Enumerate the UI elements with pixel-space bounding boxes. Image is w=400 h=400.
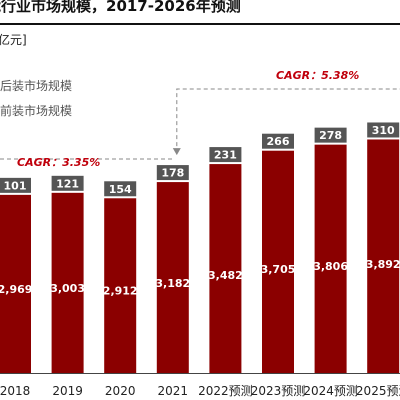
bar-value-oem: 3,892 [366,258,400,271]
bar-value-oem: 3,182 [155,277,190,290]
bar-value-oem: 3,003 [50,282,85,295]
bar-value-aftermarket: 231 [214,149,237,162]
bar-value-aftermarket: 178 [161,167,184,180]
legend: 后装市场规模 前装市场规模 [0,76,72,126]
unit-label: 亿元] [0,33,27,47]
bar-oem [104,198,137,373]
bar-oem [0,194,31,373]
x-tick-label: 2020 [105,384,136,398]
bar-value-aftermarket: 310 [372,124,395,137]
cagr-label-left: CAGR：3.35% [17,156,100,169]
x-tick-label: 2019 [52,384,83,398]
legend-label-aftermarket: 后装市场规模 [0,79,73,93]
bar-oem [51,192,84,373]
bar-aftermarket [262,133,294,149]
bar-value-oem: 3,806 [313,260,348,273]
bar-value-aftermarket: 154 [109,183,132,196]
cagr-label-right: CAGR：5.38% [276,69,359,82]
legend-item-aftermarket: 后装市场规模 [0,76,72,95]
x-tick-label: 2024预测 [303,384,358,398]
bar-value-oem: 2,969 [0,283,32,296]
cagr-arrow-icon [172,148,181,156]
cagr-bracket-right [176,88,400,154]
bar-aftermarket [51,175,84,191]
legend-item-oem: 前装市场规模 [0,101,72,120]
bar-value-aftermarket: 278 [319,129,342,142]
x-tick-label: 2021 [158,384,189,398]
x-tick-label: 2025预测 [356,384,400,398]
bar-value-oem: 3,482 [208,269,243,282]
bar-oem [209,164,242,373]
bar-oem [367,139,400,373]
bar-value-aftermarket: 101 [4,179,27,192]
chart-title: 能行业市场规模，2017-2026年预测 [0,0,241,15]
bar-aftermarket [0,177,31,193]
bar-value-aftermarket: 121 [56,177,79,190]
bar-aftermarket [156,165,189,181]
x-tick-label: 2022预测 [198,384,253,398]
bar-aftermarket [104,181,137,197]
bar-aftermarket [209,147,242,163]
x-tick-label: 2023预测 [251,384,306,398]
bar-value-oem: 3,705 [261,263,296,276]
legend-label-oem: 前装市场规模 [0,104,73,118]
bar-oem [156,182,189,373]
bar-aftermarket [367,122,400,138]
bar-oem [314,144,347,373]
bar-aftermarket [314,127,347,143]
bar-value-oem: 2,912 [103,284,138,297]
bar-value-aftermarket: 266 [267,135,290,148]
bar-oem [262,150,294,373]
x-tick-label: 2018 [0,384,30,398]
title-divider [0,23,400,25]
